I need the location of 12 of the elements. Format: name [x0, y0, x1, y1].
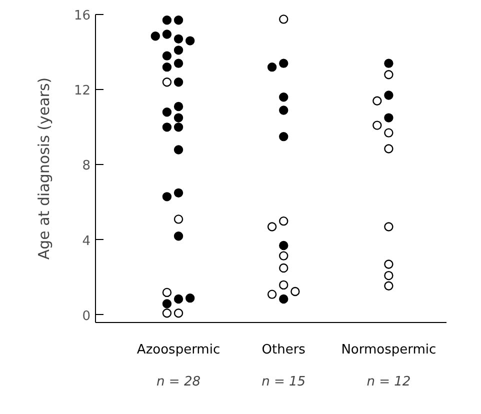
y-tick-label: 8 [82, 158, 91, 174]
y-tick-label: 0 [82, 308, 91, 324]
text: n = 15 [262, 374, 306, 390]
y-tick-label: 12 [74, 84, 91, 99]
x-tick-label: Others [262, 342, 306, 358]
y-axis-title: Age at diagnosis (years) [34, 77, 53, 260]
x-tick-label: Azoospermic [136, 342, 220, 358]
y-tick-label: 16 [74, 8, 91, 24]
x-tick-label: Normospermic [341, 342, 436, 358]
text: n = 28 [156, 374, 201, 390]
text: n = 12 [366, 374, 411, 390]
y-tick-label: 4 [82, 234, 91, 249]
